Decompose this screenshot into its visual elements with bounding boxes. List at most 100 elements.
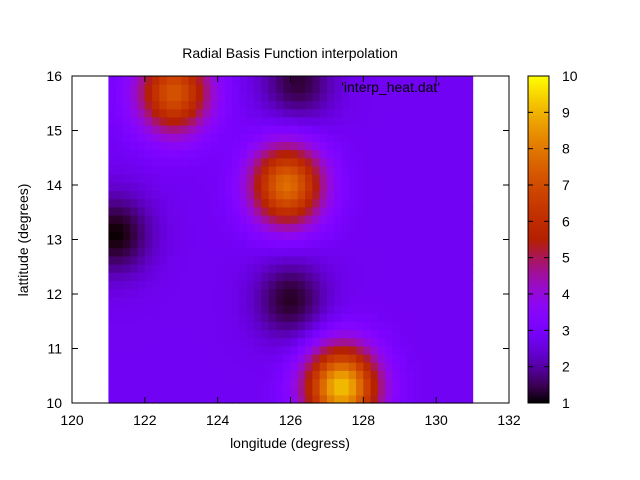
heatmap-cell — [407, 247, 415, 257]
heatmap-cell — [414, 386, 423, 396]
heatmap-cell — [392, 313, 401, 322]
colorbar-tick-label: 1 — [562, 395, 570, 411]
heatmap-cell — [203, 247, 211, 257]
heatmap-cell — [443, 272, 452, 281]
heatmap-cell — [130, 321, 139, 331]
heatmap-cell — [246, 288, 255, 298]
heatmap-cell — [261, 264, 270, 273]
heatmap-cell — [312, 313, 321, 322]
heatmap-cell — [326, 353, 335, 363]
heatmap-cell — [268, 272, 277, 281]
heatmap-cell — [377, 92, 386, 102]
heatmap-cell — [159, 174, 168, 183]
heatmap-cell — [108, 133, 117, 142]
heatmap-cell — [377, 206, 386, 216]
heatmap-cell — [246, 313, 255, 322]
heatmap-cell — [239, 394, 248, 404]
heatmap-cell — [414, 165, 423, 175]
colorbar-tick-label: 6 — [562, 213, 570, 229]
heatmap-cell — [363, 272, 372, 281]
heatmap-cell — [421, 353, 430, 363]
heatmap-cell — [137, 157, 146, 167]
heatmap-cell — [421, 108, 430, 118]
heatmap-cell — [283, 264, 292, 273]
heatmap-cell — [246, 239, 255, 249]
heatmap-cell — [326, 272, 335, 281]
heatmap-cell — [465, 108, 474, 118]
heatmap-cell — [224, 313, 233, 322]
heatmap-cell — [290, 345, 299, 355]
heatmap-cell — [232, 255, 241, 265]
heatmap-cell — [181, 370, 190, 380]
heatmap-cell — [246, 214, 255, 224]
heatmap-cell — [363, 239, 372, 249]
heatmap-cell — [305, 304, 313, 314]
heatmap-cell — [152, 214, 160, 224]
heatmap-cell — [283, 313, 292, 322]
heatmap-cell — [297, 378, 306, 388]
heatmap-cell — [370, 223, 379, 232]
heatmap-cell — [283, 321, 292, 331]
heatmap-cell — [399, 84, 408, 93]
heatmap-cell — [392, 304, 401, 314]
heatmap-cell — [377, 272, 386, 281]
heatmap-cell — [356, 329, 364, 339]
heatmap-cell — [166, 182, 175, 192]
heatmap-cell — [115, 198, 124, 208]
heatmap-cell — [319, 321, 328, 331]
heatmap-cell — [421, 92, 430, 102]
heatmap-cell — [108, 223, 117, 232]
heatmap-cell — [224, 125, 233, 134]
heatmap-cell — [392, 255, 401, 265]
heatmap-cell — [275, 337, 284, 347]
heatmap-cell — [122, 157, 131, 167]
heatmap-cell — [217, 321, 226, 331]
heatmap-cell — [203, 190, 211, 200]
heatmap-cell — [122, 125, 131, 134]
heatmap-cell — [436, 223, 445, 232]
heatmap-cell — [428, 133, 437, 142]
heatmap-cell — [319, 313, 328, 322]
heatmap-cell — [108, 149, 117, 159]
heatmap-cell — [275, 280, 284, 290]
heatmap-cell — [407, 378, 415, 388]
heatmap-cell — [385, 116, 394, 126]
heatmap-cell — [108, 92, 117, 102]
heatmap-cell — [392, 116, 401, 126]
heatmap-cell — [414, 133, 423, 142]
heatmap-cell — [341, 313, 350, 322]
heatmap-cell — [144, 174, 153, 183]
heatmap-cell — [239, 165, 248, 175]
heatmap-cell — [443, 394, 452, 404]
heatmap-cell — [341, 149, 350, 159]
heatmap-cell — [341, 378, 350, 388]
heatmap-cell — [173, 190, 182, 200]
heatmap-cell — [428, 149, 437, 159]
heatmap-cell — [385, 362, 394, 371]
heatmap-cell — [414, 362, 423, 371]
heatmap-cell — [334, 116, 343, 126]
heatmap-cell — [297, 313, 306, 322]
heatmap-cell — [152, 378, 160, 388]
heatmap-cell — [173, 125, 182, 134]
heatmap-cell — [246, 92, 255, 102]
heatmap-cell — [232, 125, 241, 134]
heatmap-cell — [261, 362, 270, 371]
heatmap-cell — [137, 353, 146, 363]
heatmap-cell — [443, 92, 452, 102]
heatmap-cell — [239, 239, 248, 249]
heatmap-cell — [290, 174, 299, 183]
heatmap-cell — [421, 198, 430, 208]
heatmap-cell — [108, 345, 117, 355]
heatmap-cell — [224, 362, 233, 371]
heatmap-cell — [421, 206, 430, 216]
heatmap-cell — [348, 76, 357, 85]
heatmap-cell — [108, 125, 117, 134]
heatmap-cell — [108, 272, 117, 281]
heatmap-cell — [254, 214, 262, 224]
heatmap-cell — [326, 223, 335, 232]
heatmap-cell — [348, 84, 357, 93]
heatmap-cell — [246, 353, 255, 363]
heatmap-cell — [159, 280, 168, 290]
heatmap-cell — [334, 337, 343, 347]
